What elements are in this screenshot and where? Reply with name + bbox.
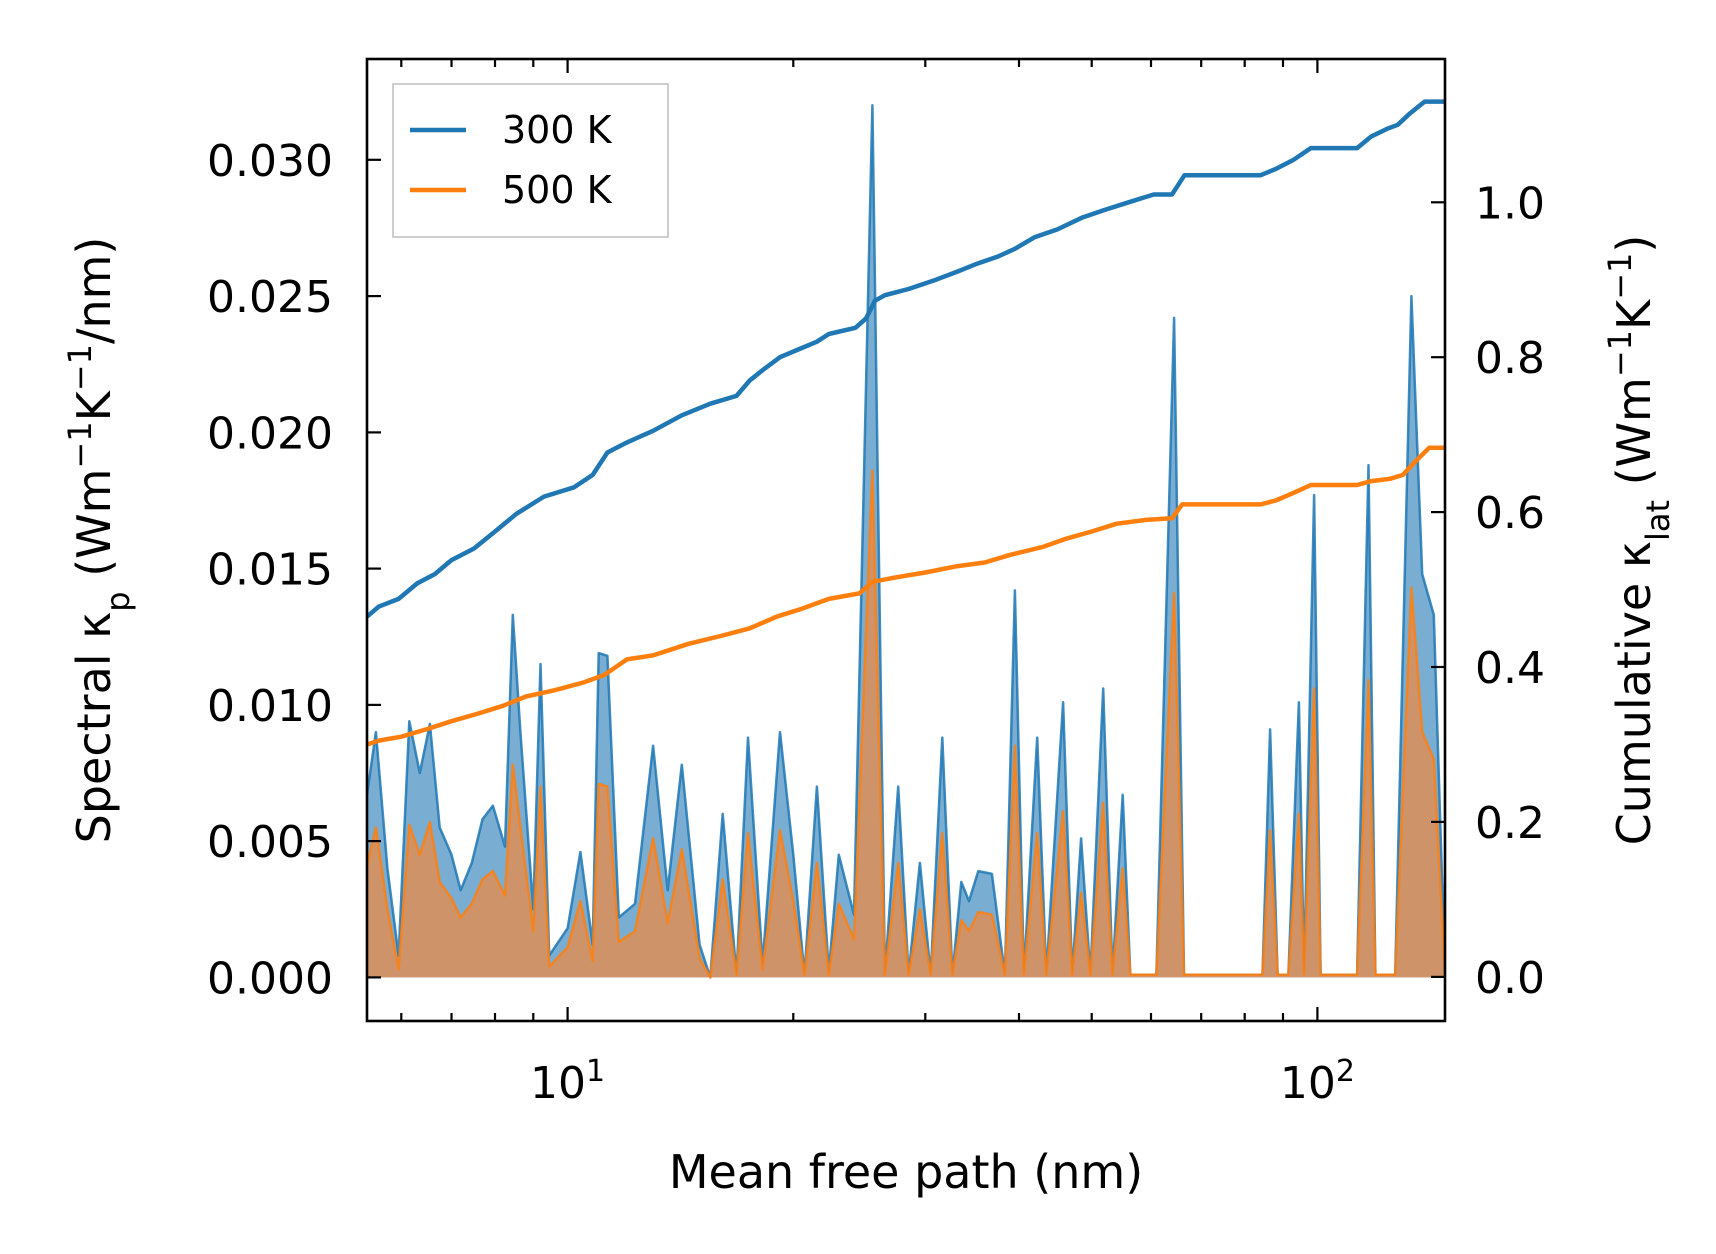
y-left-tick-label: 0.000 xyxy=(207,953,333,1004)
legend-label-300k: 300 K xyxy=(502,108,613,152)
cumulative-line-500k xyxy=(367,445,1445,747)
x-axis-title: Mean free path (nm) xyxy=(669,1145,1143,1199)
plot-frame xyxy=(365,57,1447,1023)
y-right-tick-label: 1.0 xyxy=(1475,178,1545,229)
y-left-axis-title: Spectral κp (Wm−1K−1/nm) xyxy=(61,237,137,844)
y-right-tick-label: 0.6 xyxy=(1475,488,1545,539)
y-left-tick-label: 0.025 xyxy=(207,272,333,323)
y-left-tick-label: 0.020 xyxy=(207,408,333,459)
y-right-tick-label: 0.4 xyxy=(1475,643,1545,694)
legend-label-500k: 500 K xyxy=(502,168,613,212)
legend: 300 K 500 K xyxy=(392,83,669,238)
spectral-area-500k xyxy=(367,470,1445,978)
cumulative-line-300k xyxy=(367,99,1445,619)
legend-box xyxy=(392,83,669,238)
y-right-tick-label: 0.8 xyxy=(1475,333,1545,384)
y-right-tick-label: 0.2 xyxy=(1475,798,1545,849)
spectral-fill-layer xyxy=(367,104,1445,979)
tick-layer xyxy=(367,59,1445,1021)
y-left-tick-label: 0.010 xyxy=(207,681,333,732)
cumulative-line-layer xyxy=(367,99,1445,747)
y-left-tick-label: 0.015 xyxy=(207,545,333,596)
y-right-axis-title: Cumulative κlat (Wm−1K−1) xyxy=(1601,235,1677,846)
x-tick-label: 102 xyxy=(1280,1054,1355,1110)
spectral-outline-500k xyxy=(367,469,1445,979)
y-left-tick-label: 0.030 xyxy=(207,136,333,187)
x-tick-label: 101 xyxy=(530,1054,605,1110)
y-right-tick-label: 0.0 xyxy=(1475,953,1545,1004)
y-left-tick-label: 0.005 xyxy=(207,817,333,868)
label-layer: 101 102 0.000 0.005 0.010 0.015 0.020 0.025 0.03… xyxy=(207,136,1545,1109)
